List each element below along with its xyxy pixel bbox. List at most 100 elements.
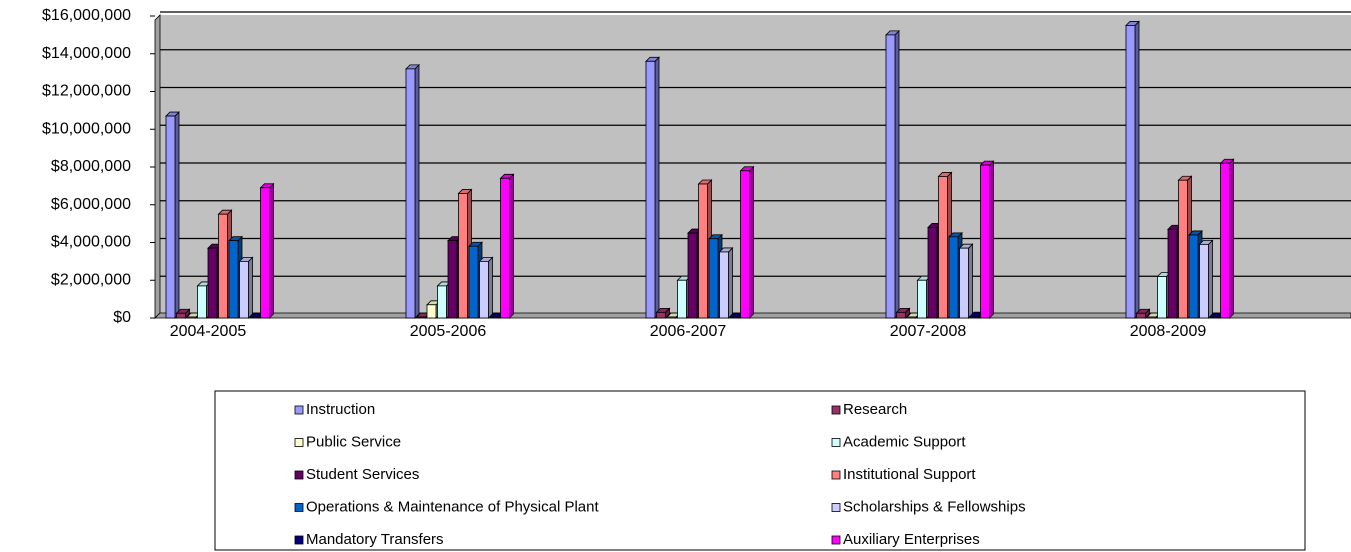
bar-side bbox=[654, 56, 660, 319]
bar-front bbox=[645, 60, 656, 319]
x-tick-label: 2006-2007 bbox=[650, 323, 727, 340]
bar-front bbox=[197, 285, 207, 319]
legend-label: Student Services bbox=[306, 466, 419, 483]
bar-front bbox=[708, 238, 719, 319]
y-tick-label: $4,000,000 bbox=[51, 234, 131, 251]
bar bbox=[1198, 239, 1214, 319]
bar-side bbox=[488, 256, 493, 319]
bar-front bbox=[1178, 179, 1188, 319]
bar bbox=[885, 29, 900, 319]
bar-front bbox=[948, 236, 959, 319]
bar-front bbox=[719, 251, 729, 319]
bar-front bbox=[500, 177, 510, 319]
bar-front bbox=[405, 68, 416, 319]
plot-wall bbox=[160, 15, 1351, 313]
legend-swatch bbox=[831, 405, 841, 415]
bar-side bbox=[509, 173, 514, 319]
bar-side bbox=[414, 63, 420, 319]
bar-front bbox=[906, 316, 917, 319]
legend-swatch bbox=[294, 438, 304, 447]
legend-label: Scholarships & Fellowships bbox=[843, 498, 1026, 515]
bar-front bbox=[1199, 243, 1209, 319]
bar-front bbox=[218, 213, 228, 319]
bar bbox=[645, 56, 660, 319]
bar-side bbox=[269, 182, 274, 319]
bar-front bbox=[1167, 228, 1178, 319]
y-tick-label: $16,000,000 bbox=[42, 7, 131, 24]
bar-front bbox=[917, 279, 927, 319]
legend-label: Operations & Maintenance of Physical Pla… bbox=[306, 498, 599, 515]
legend-label: Academic Support bbox=[843, 433, 966, 450]
legend-label: Auxiliary Enterprises bbox=[843, 531, 980, 548]
bar-side bbox=[728, 246, 733, 319]
legend-label: Public Service bbox=[306, 433, 401, 450]
x-tick-label: 2008-2009 bbox=[1130, 323, 1207, 340]
bar-side bbox=[1208, 239, 1213, 319]
bar bbox=[655, 307, 671, 319]
bar-front bbox=[1146, 316, 1157, 319]
bar-front bbox=[687, 232, 698, 319]
bar bbox=[259, 182, 275, 319]
bar-front bbox=[186, 316, 197, 319]
bar bbox=[1219, 158, 1235, 319]
bar-front bbox=[426, 304, 437, 319]
x-tick-label: 2004-2005 bbox=[170, 323, 247, 340]
bar-front bbox=[416, 316, 426, 319]
bar-front bbox=[959, 247, 969, 319]
legend-swatch bbox=[831, 535, 841, 545]
bar-side bbox=[174, 111, 180, 319]
bar-front bbox=[740, 170, 750, 319]
bar-front bbox=[468, 245, 479, 319]
legend-label: Instruction bbox=[306, 401, 375, 418]
legend-swatch bbox=[831, 503, 841, 512]
bar-front bbox=[207, 247, 218, 319]
bar-side bbox=[968, 243, 973, 319]
bar-front bbox=[969, 315, 980, 319]
bar-side bbox=[749, 165, 754, 319]
bar bbox=[478, 256, 494, 319]
y-tick-label: $6,000,000 bbox=[51, 196, 131, 213]
x-tick-label: 2007-2008 bbox=[890, 323, 967, 340]
bar-front bbox=[729, 316, 740, 319]
bar-front bbox=[1136, 312, 1146, 319]
bar bbox=[186, 312, 201, 319]
y-tick-label: $2,000,000 bbox=[51, 271, 131, 288]
bar-side bbox=[894, 29, 900, 319]
side-wall bbox=[154, 14, 161, 319]
bar-front bbox=[1220, 162, 1230, 319]
bar-front bbox=[239, 260, 249, 319]
bar-front bbox=[980, 164, 990, 319]
bar-front bbox=[927, 226, 938, 319]
legend-swatch bbox=[294, 503, 304, 512]
legend-swatch bbox=[831, 438, 841, 447]
y-tick-label: $10,000,000 bbox=[42, 120, 131, 137]
bar bbox=[739, 165, 755, 319]
legend-label: Research bbox=[843, 401, 907, 418]
legend-swatch bbox=[294, 535, 304, 545]
bar bbox=[979, 160, 995, 319]
y-tick-label: $8,000,000 bbox=[51, 158, 131, 175]
y-tick-label: $12,000,000 bbox=[42, 83, 131, 100]
legend-swatch bbox=[294, 470, 304, 480]
bar-front bbox=[165, 115, 176, 319]
bar-front bbox=[447, 240, 458, 319]
x-tick-label: 2005-2006 bbox=[410, 323, 487, 340]
bar-front bbox=[1157, 276, 1167, 319]
bar-front bbox=[489, 316, 500, 319]
bar-front bbox=[896, 311, 906, 319]
bar-front bbox=[1125, 25, 1136, 319]
bar-front bbox=[260, 187, 270, 319]
bar-front bbox=[1209, 316, 1220, 319]
bar bbox=[718, 246, 734, 319]
bar bbox=[415, 312, 431, 319]
bar-front bbox=[228, 240, 239, 319]
bar-front bbox=[1188, 234, 1199, 319]
bar-front bbox=[176, 312, 186, 319]
bar-front bbox=[666, 316, 677, 319]
bar bbox=[165, 111, 180, 319]
bar-side bbox=[989, 160, 994, 319]
bar bbox=[405, 63, 420, 319]
bar-front bbox=[656, 311, 666, 319]
bar bbox=[238, 256, 254, 319]
